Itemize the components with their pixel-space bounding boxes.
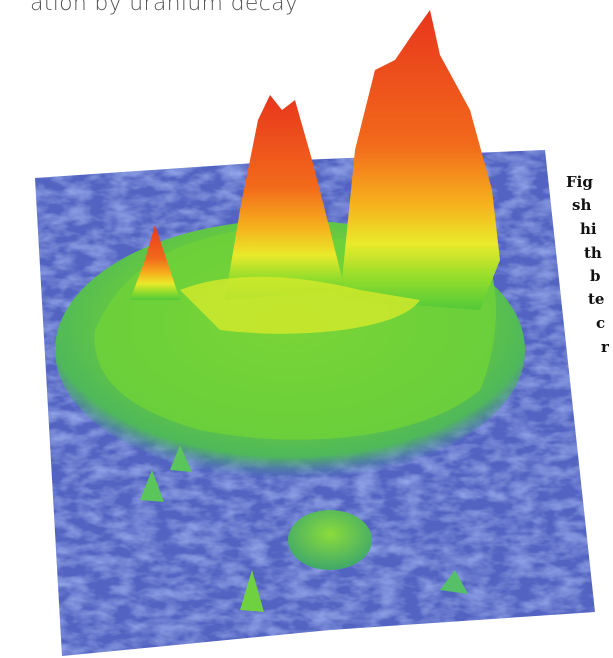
caption-line: sh <box>572 196 592 214</box>
spike <box>170 445 192 472</box>
caption-line: hi <box>580 220 597 238</box>
peak-second <box>225 95 345 300</box>
caption-line: te <box>588 290 605 308</box>
caption-line: c <box>596 314 606 332</box>
spike <box>240 570 264 612</box>
spike <box>140 470 164 502</box>
caption-line: r <box>601 338 609 356</box>
caption-line: Fig <box>566 173 593 191</box>
spike <box>440 570 468 594</box>
yellow-band <box>180 276 420 334</box>
peak-small <box>130 225 180 300</box>
caption-line: th <box>584 244 602 262</box>
peak-main <box>340 10 500 310</box>
small-mound <box>288 510 372 570</box>
page-title: ation by uranium decay <box>30 0 299 16</box>
caption-line: b <box>590 267 601 285</box>
